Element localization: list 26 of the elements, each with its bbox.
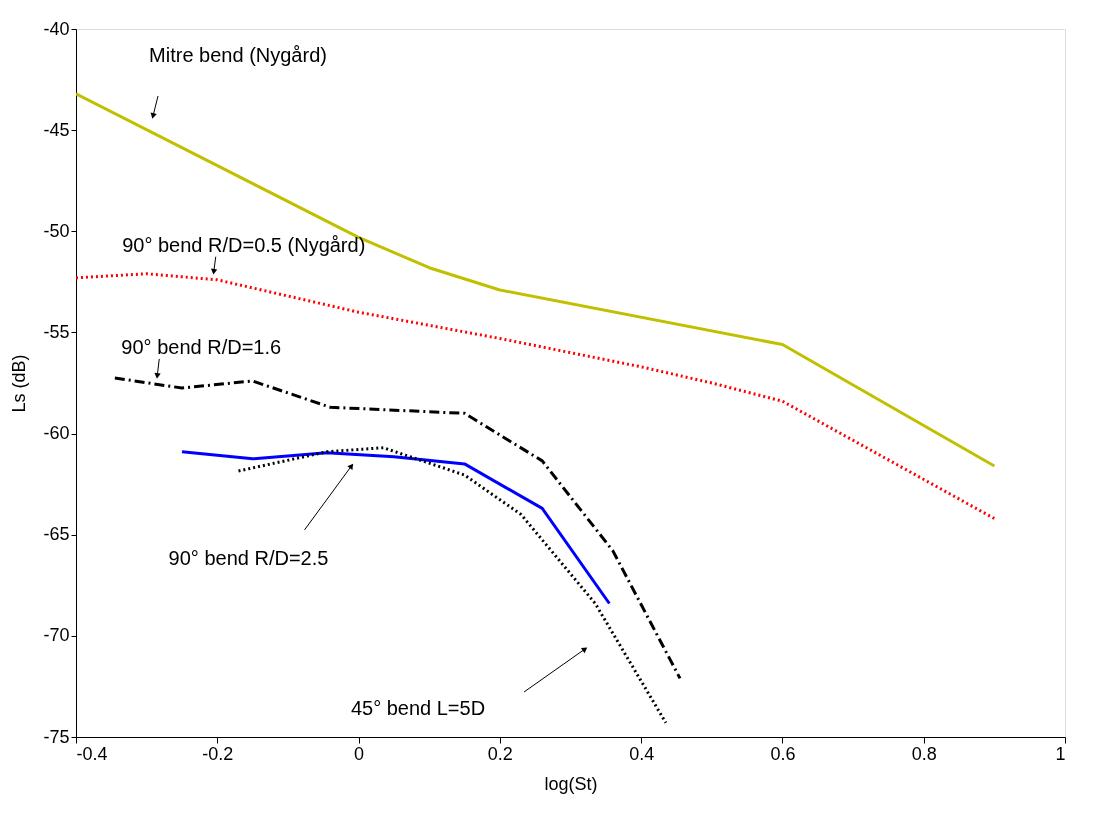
line-series <box>76 272 996 521</box>
x-tick-label: -0.2 <box>202 743 234 764</box>
x-axis-title: log(St) <box>544 773 598 794</box>
x-tick-label: 0 <box>354 743 365 764</box>
y-tick-label: -40 <box>43 18 70 39</box>
x-tick-label: 1 <box>1055 743 1066 764</box>
annotation: Mitre bend (Nygård) <box>149 44 327 66</box>
y-tick-label: -45 <box>43 119 70 140</box>
line-series <box>76 92 996 468</box>
x-tick-label: -0.4 <box>76 743 108 764</box>
annotation: 90° bend R/D=2.5 <box>168 546 329 569</box>
y-tick-label: -65 <box>43 524 70 545</box>
y-tick-label: -50 <box>43 220 70 241</box>
y-axis-title: Ls (dB) <box>9 354 30 413</box>
x-tick-label: 0.6 <box>770 743 796 764</box>
x-tick-label: 0.8 <box>911 743 937 764</box>
y-tick-label: -55 <box>43 321 70 342</box>
annotation: 90° bend R/D=1.6 <box>121 335 282 358</box>
annotation: 45° bend L=5D <box>350 697 486 719</box>
y-tick-label: -60 <box>43 423 70 444</box>
line-series <box>113 376 682 680</box>
x-tick-label: 0.4 <box>629 743 655 764</box>
x-tick-label: 0.2 <box>487 743 513 764</box>
annotation: 90° bend R/D=0.5 (Nygård) <box>122 233 366 256</box>
y-tick-label: -75 <box>43 726 70 747</box>
y-tick-label: -70 <box>43 625 70 646</box>
